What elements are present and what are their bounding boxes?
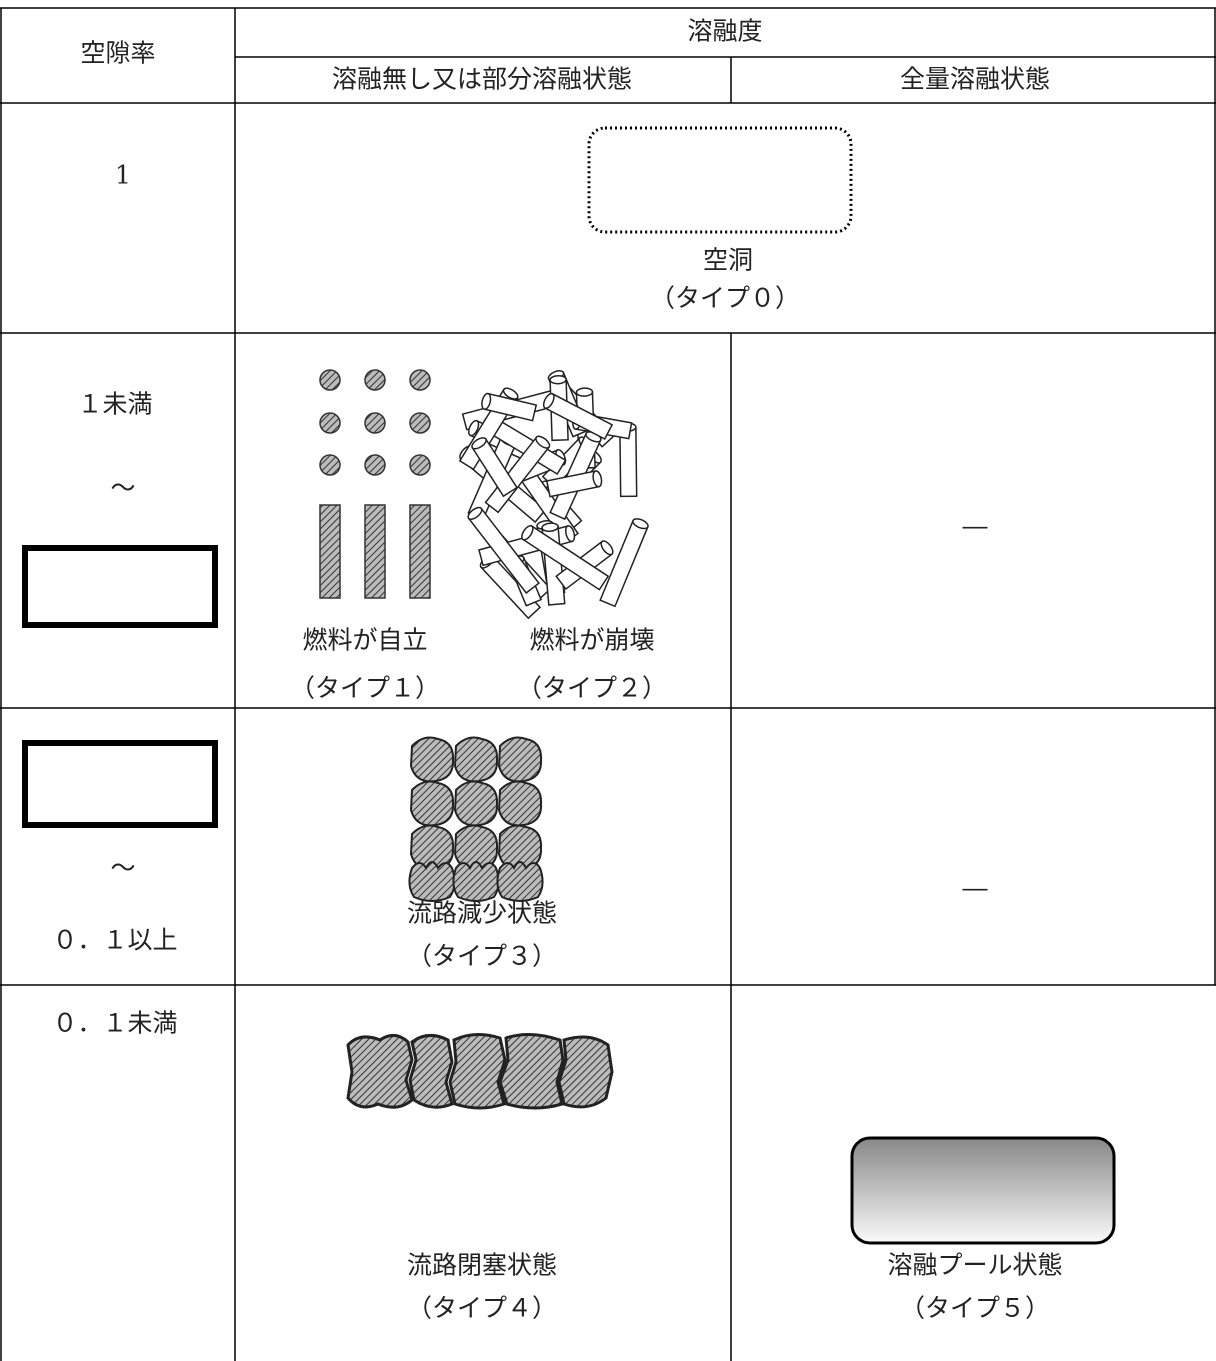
- blank-box: [22, 545, 218, 628]
- cell-dash: ―: [963, 512, 988, 541]
- icon-part: [364, 369, 386, 391]
- icon-part: [471, 437, 487, 450]
- icon-part: [502, 387, 519, 400]
- void-ratio: ～: [110, 854, 135, 883]
- cell-type: （タイプ０）: [650, 284, 800, 313]
- header-text: 溶融無し又は部分溶融状態: [332, 65, 632, 94]
- cell-label: 流路減少状態: [407, 899, 557, 928]
- icon-part: [599, 519, 649, 608]
- icon-part: [453, 736, 499, 783]
- icon-part: [599, 518, 649, 608]
- header-text: 溶融度: [687, 17, 762, 46]
- icon-part: [542, 392, 555, 410]
- icon-part: [408, 861, 456, 902]
- cell-type: （タイプ４）: [407, 1294, 557, 1323]
- icon-part: [542, 392, 614, 441]
- cell-type: （タイプ５）: [900, 1294, 1050, 1323]
- cavity-icon: [587, 126, 853, 234]
- icon-part: [497, 736, 543, 783]
- icon-part: [575, 387, 594, 397]
- collapsed-fuel-icon: [458, 370, 649, 620]
- table-lines: [0, 7, 1216, 1361]
- blank-box: [22, 740, 218, 828]
- cell-type: （タイプ２）: [517, 674, 667, 703]
- void-ratio: ０．１未満: [52, 1009, 177, 1038]
- icon-part: [471, 437, 518, 498]
- icon-part: [467, 506, 540, 594]
- melt-pool-icon: [850, 1136, 1116, 1245]
- icon-part: [319, 454, 341, 476]
- icon-part: [409, 369, 431, 391]
- icon-part: [364, 504, 386, 599]
- icon-part: [481, 392, 538, 422]
- void-ratio: ０．１以上: [52, 926, 177, 955]
- icon-part: [549, 374, 567, 385]
- standing-fuel-icon: [319, 369, 431, 599]
- header-text: 空隙率: [80, 39, 155, 68]
- icon-part: [409, 780, 455, 827]
- icon-part: [497, 780, 543, 827]
- cell-type: （タイプ３）: [407, 942, 557, 971]
- void-ratio: 1: [115, 161, 131, 190]
- icon-part: [496, 861, 544, 902]
- icon-part: [541, 522, 559, 533]
- icon-part: [535, 435, 551, 449]
- void-ratio: ～: [110, 474, 135, 503]
- icon-part: [409, 454, 431, 476]
- icon-part: [521, 524, 534, 541]
- icon-part: [319, 504, 341, 599]
- cell-label: 燃料が崩壊: [529, 626, 654, 655]
- icon-part: [409, 504, 431, 599]
- icon-part: [453, 780, 499, 827]
- icon-part: [467, 419, 480, 437]
- icon-part: [364, 454, 386, 476]
- icon-part: [545, 470, 603, 498]
- cell-type: （タイプ１）: [290, 674, 440, 703]
- reduced-flow-icon: [408, 736, 544, 902]
- icon-part: [600, 540, 614, 556]
- cell-label: 空洞: [703, 246, 753, 275]
- icon-part: [409, 736, 455, 783]
- icon-part: [481, 392, 492, 410]
- cell-label: 燃料が自立: [302, 626, 427, 655]
- cell-label: 溶融プール状態: [887, 1251, 1062, 1280]
- cell-label: 流路閉塞状態: [407, 1251, 557, 1280]
- icon-part: [319, 369, 341, 391]
- icon-part: [319, 412, 341, 434]
- icon-part: [364, 412, 386, 434]
- header-text: 全量溶融状態: [900, 65, 1050, 94]
- icon-part: [409, 412, 431, 434]
- icon-part: [452, 861, 500, 902]
- icon-part: [467, 506, 483, 520]
- cell-dash: ―: [963, 874, 988, 903]
- icon-part: [564, 525, 576, 543]
- icon-part: [632, 518, 649, 530]
- blocked-flow-icon: [346, 1033, 614, 1110]
- icon-part: [592, 470, 603, 488]
- icon-part: [521, 524, 610, 591]
- void-ratio: １未満: [77, 390, 152, 419]
